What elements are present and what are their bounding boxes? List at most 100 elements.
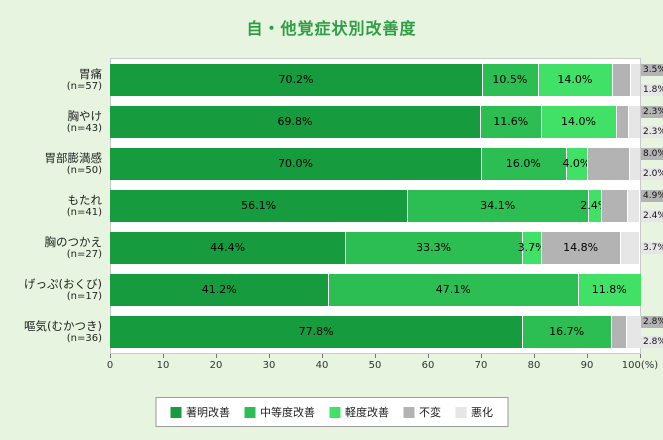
segment-value-outside: 2.3% — [641, 126, 663, 138]
category-label: げっぷ(おくび) (n=17) — [0, 277, 110, 304]
outside-labels: 2.8% 2.8% — [640, 316, 663, 348]
segment-value: 41.2% — [201, 283, 237, 296]
segment-value-outside: 2.3% — [641, 106, 663, 118]
legend-label: 中等度改善 — [260, 406, 315, 419]
bar-segment — [565, 148, 587, 180]
bar-segment — [110, 316, 523, 348]
axis-tick-mark — [216, 354, 217, 358]
bar-segment — [630, 64, 640, 96]
segment-value: 56.1% — [241, 199, 277, 212]
segment-value: 14.0% — [557, 73, 593, 86]
bar-segment — [537, 64, 612, 96]
bar-segment — [541, 232, 620, 264]
axis-tick-mark — [481, 354, 482, 358]
legend-label: 不変 — [419, 406, 441, 419]
legend-item: 不変 — [403, 404, 441, 420]
bar-segment — [110, 64, 483, 96]
bar-segment — [110, 190, 408, 222]
bar-segment — [407, 190, 589, 222]
bar-track: 41.2% 47.1% 11.8% — [110, 274, 641, 306]
bar-segment — [615, 106, 628, 138]
bar-segment — [110, 274, 329, 306]
bar-track: 69.8% 11.6% 14.0% 2.3% 2.3% — [110, 106, 663, 138]
axis-tick-mark — [428, 354, 429, 358]
axis-tick-label: 100(%) — [621, 360, 659, 371]
segment-value: 14.8% — [563, 241, 599, 254]
chart-body: 胃痛(n=57) 70.2% 10.5% 14.0% 3.5% 1.8% 胸やけ(n=43)… — [0, 58, 663, 376]
bar-segment — [479, 106, 542, 138]
legend-item: 中等度改善 — [244, 404, 315, 420]
segment-value: 16.7% — [549, 325, 585, 338]
bar-row: もたれ(n=41)56.1%34.1%2.4%4.9%2.4% — [0, 185, 663, 227]
axis-tick-label: 40 — [315, 360, 329, 371]
bar-row: げっぷ(おくび) (n=17) 41.2% 47.1% 11.8% — [0, 269, 663, 311]
legend-item: 軽度改善 — [329, 404, 389, 420]
x-axis: 0 10 20 30 40 50 60 70 80 90 100(%) — [107, 354, 658, 376]
axis-tick-label: 60 — [421, 360, 435, 371]
category-n: (n=36) — [66, 332, 102, 344]
legend-swatch — [170, 406, 181, 418]
segment-value-outside: 2.0% — [641, 168, 663, 180]
legend-swatch — [455, 406, 466, 418]
segment-value-outside: 2.8% — [641, 316, 663, 328]
bar-segment — [110, 106, 480, 138]
axis-tick-mark — [375, 354, 376, 358]
segment-value-outside: 2.8% — [641, 336, 663, 348]
segment-value: 11.6% — [493, 115, 529, 128]
axis-tick-label: 90 — [580, 360, 594, 371]
axis-tick-mark — [269, 354, 270, 358]
segment-value: 4.0% — [562, 157, 591, 170]
axis-tick-mark — [163, 354, 164, 358]
segment-value-outside: 8.0% — [641, 148, 663, 160]
category-name: 胃痛 — [79, 66, 102, 81]
axis-tick-label: 70 — [474, 360, 488, 371]
axis-tick-label: 10 — [156, 360, 170, 371]
bar-segment — [481, 148, 566, 180]
category-label: 胃痛 (n=57) — [0, 67, 110, 94]
segment-value: 11.8% — [591, 283, 627, 296]
legend-label: 著明改善 — [186, 406, 230, 419]
bar-segment — [587, 148, 630, 180]
bar-row: 胸やけ(n=43) 69.8% 11.6% 14.0% 2.3% 2.3% — [0, 101, 663, 143]
bar-segment — [522, 316, 611, 348]
outside-labels: 8.0% 2.0% — [640, 148, 663, 180]
axis-tick-mark — [587, 354, 588, 358]
bar-segment — [610, 316, 626, 348]
category-label: 胸やけ (n=43) — [0, 109, 110, 136]
bar-track: 70.2% 10.5% 14.0% 3.5% 1.8% — [110, 64, 663, 96]
outside-labels: 4.9% 2.4% — [640, 190, 663, 222]
category-n: (n=17) — [66, 290, 102, 302]
bar-track: 56.1% 34.1% 2.4%4.9% 2.4% — [110, 190, 663, 222]
bar-segment — [611, 64, 631, 96]
outside-labels — [640, 274, 663, 306]
bar-segment — [541, 106, 616, 138]
axis-tick-mark — [640, 354, 641, 358]
segment-value-outside: 2.4% — [641, 210, 663, 222]
legend: 著明改善 中等度改善 軽度改善 不変 悪化 — [155, 397, 508, 427]
segment-value-outside: 1.8% — [641, 84, 663, 96]
bar-segment — [482, 64, 538, 96]
bar-segment — [600, 190, 627, 222]
axis-tick-label: 20 — [209, 360, 223, 371]
category-label: 嘔気(むかつき) (n=36) — [0, 319, 110, 346]
outside-labels: 3.5% 1.8% — [640, 64, 663, 96]
segment-value: 16.0% — [505, 157, 541, 170]
category-name: 胸やけ — [67, 108, 103, 123]
bar-row: 胃痛(n=57) 70.2% 10.5% 14.0% 3.5% 1.8% — [0, 59, 663, 101]
bar-track: 44.4% 33.3% 3.7% 14.8% 3.7% — [110, 232, 663, 264]
chart-title: 自・他覚症状別改善度 — [246, 19, 417, 38]
segment-value-outside: 3.7% — [641, 242, 663, 254]
segment-value: 70.0% — [278, 157, 313, 170]
bar-segment — [328, 274, 578, 306]
category-label: 胃部膨満感 (n=50) — [0, 151, 110, 178]
bar-segment — [110, 148, 481, 180]
bar-segment — [619, 232, 640, 264]
axis-tick-mark — [322, 354, 323, 358]
segment-value: 34.1% — [480, 199, 516, 212]
legend-label: 軽度改善 — [345, 406, 389, 419]
category-label: 胸のつかえ (n=27) — [0, 235, 110, 262]
segment-value: 47.1% — [435, 283, 471, 296]
segment-value: 70.2% — [278, 73, 314, 86]
axis-tick-label: 50 — [368, 360, 382, 371]
